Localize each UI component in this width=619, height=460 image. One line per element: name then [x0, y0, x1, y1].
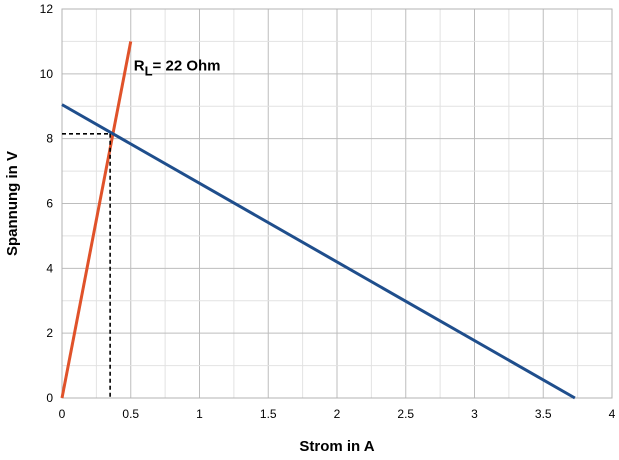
y-tick-label: 0	[46, 391, 53, 405]
operating-point-guides	[62, 133, 111, 398]
x-tick-label: 2.5	[397, 407, 414, 421]
x-tick-labels: 0 0.5 1 1.5 2 2.5 3 3.5 4	[59, 407, 616, 421]
y-tick-labels: 0 2 4 6 8 10 12	[40, 2, 54, 405]
series-layer	[60, 41, 576, 400]
y-tick-label: 2	[46, 326, 53, 340]
y-tick-label: 6	[46, 197, 53, 211]
load-resistance-label: RL= 22 Ohm	[134, 57, 221, 78]
x-tick-label: 3.5	[535, 407, 552, 421]
annotation-subscript: L	[145, 63, 153, 78]
y-tick-label: 4	[46, 261, 53, 275]
y-tick-label: 8	[46, 132, 53, 146]
x-tick-label: 0	[59, 407, 66, 421]
x-axis-title: Strom in A	[299, 438, 374, 455]
y-tick-label: 10	[40, 67, 54, 81]
load-line-series	[60, 41, 133, 399]
x-tick-label: 1.5	[260, 407, 277, 421]
y-tick-label: 12	[40, 2, 54, 16]
x-tick-label: 4	[609, 407, 616, 421]
x-tick-label: 1	[196, 407, 203, 421]
x-tick-label: 3	[471, 407, 478, 421]
source-line-series	[61, 103, 576, 400]
annotation-rest: = 22 Ohm	[153, 57, 221, 74]
plot-frame	[61, 8, 613, 399]
plot-border	[61, 8, 613, 399]
annotation-main: R	[134, 57, 145, 74]
x-tick-label: 2	[334, 407, 341, 421]
y-axis-title: Spannung in V	[4, 151, 21, 256]
x-tick-label: 0.5	[122, 407, 139, 421]
